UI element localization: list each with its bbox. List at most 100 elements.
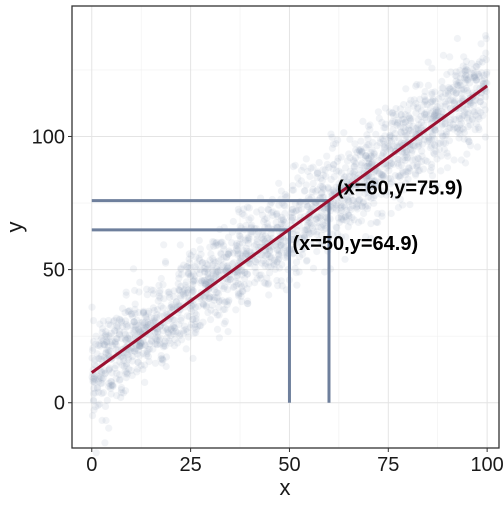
scatter-point — [245, 280, 253, 288]
scatter-point — [395, 172, 403, 180]
scatter-point — [273, 245, 281, 254]
scatter-point — [363, 177, 371, 185]
scatter-point — [98, 375, 106, 383]
scatter-point — [278, 282, 286, 290]
scatter-point — [241, 236, 250, 244]
scatter-point — [340, 201, 348, 209]
scatter-point — [141, 378, 149, 386]
scatter-point — [264, 206, 273, 214]
scatter-point — [349, 169, 357, 177]
scatter-point — [297, 177, 305, 185]
scatter-point — [330, 173, 338, 181]
scatter-point — [136, 339, 144, 347]
scatter-point — [386, 132, 394, 140]
scatter-point — [441, 132, 449, 140]
scatter-point — [226, 275, 234, 283]
scatter-point — [411, 155, 419, 163]
scatter-point — [169, 322, 178, 330]
scatter-point — [310, 227, 318, 235]
scatter-point — [399, 201, 407, 209]
scatter-point — [345, 198, 353, 206]
scatter-point — [150, 314, 158, 322]
scatter-point — [453, 124, 461, 132]
scatter-point — [404, 164, 413, 172]
scatter-point — [133, 368, 141, 376]
scatter-point — [127, 366, 135, 375]
scatter-point — [357, 161, 365, 169]
scatter-point — [304, 219, 312, 228]
scatter-point — [191, 309, 199, 317]
scatter-point — [184, 286, 192, 294]
scatter-point — [274, 246, 282, 254]
scatter-point — [462, 74, 470, 82]
scatter-point — [295, 206, 303, 214]
fit-line — [90, 84, 489, 374]
scatter-point — [422, 97, 430, 105]
scatter-point — [201, 267, 209, 276]
scatter-point — [212, 241, 220, 250]
scatter-point — [383, 139, 391, 147]
scatter-point — [441, 102, 449, 110]
scatter-point — [136, 342, 144, 350]
scatter-point — [266, 269, 274, 277]
scatter-point — [483, 68, 491, 76]
scatter-point — [417, 112, 425, 121]
scatter-point — [417, 118, 426, 127]
scatter-point — [418, 158, 426, 166]
scatter-point — [113, 392, 121, 400]
scatter-point — [308, 188, 316, 196]
scatter-point — [477, 109, 485, 117]
scatter-point — [275, 264, 284, 272]
scatter-point — [92, 340, 100, 348]
scatter-point — [185, 270, 193, 278]
scatter-point — [272, 218, 280, 226]
scatter-point — [202, 280, 210, 289]
scatter-point — [125, 306, 134, 315]
scatter-point — [237, 235, 245, 243]
scatter-point — [394, 159, 402, 167]
scatter-point — [460, 111, 468, 119]
scatter-point — [232, 273, 240, 282]
scatter-point — [234, 289, 242, 297]
scatter-point — [180, 286, 189, 294]
annotation-label-x60: (x=60,y=75.9) — [337, 178, 463, 200]
scatter-point — [205, 294, 213, 303]
scatter-point — [307, 220, 315, 228]
scatter-point — [365, 159, 373, 167]
scatter-point — [200, 265, 208, 273]
scatter-point — [111, 340, 119, 348]
scatter-point — [204, 275, 212, 283]
scatter-point — [344, 193, 352, 201]
scatter-point — [456, 121, 464, 129]
scatter-point — [95, 377, 103, 386]
scatter-point — [224, 276, 232, 284]
scatter-point — [399, 119, 407, 127]
scatter-point — [288, 216, 296, 224]
scatter-point — [153, 311, 161, 319]
scatter-point — [277, 241, 285, 249]
scatter-point — [122, 374, 130, 382]
scatter-point — [98, 368, 106, 376]
scatter-point — [461, 67, 469, 75]
scatter-point — [381, 143, 389, 151]
scatter-point — [180, 292, 188, 300]
scatter-point — [428, 97, 436, 105]
scatter-point — [143, 350, 151, 358]
scatter-point — [368, 173, 376, 181]
scatter-point — [435, 139, 443, 147]
scatter-point — [483, 70, 491, 78]
scatter-point — [131, 326, 139, 334]
scatter-point — [259, 239, 267, 247]
scatter-point — [209, 267, 217, 275]
scatter-point — [361, 154, 370, 162]
scatter-point — [430, 126, 438, 134]
scatter-point — [89, 377, 97, 386]
scatter-point — [124, 322, 132, 330]
scatter-point — [264, 279, 273, 287]
scatter-point — [144, 318, 152, 326]
scatter-point — [437, 167, 445, 175]
scatter-point — [452, 89, 460, 97]
scatter-point — [160, 241, 168, 249]
scatter-point — [243, 270, 251, 278]
scatter-point — [425, 135, 433, 143]
